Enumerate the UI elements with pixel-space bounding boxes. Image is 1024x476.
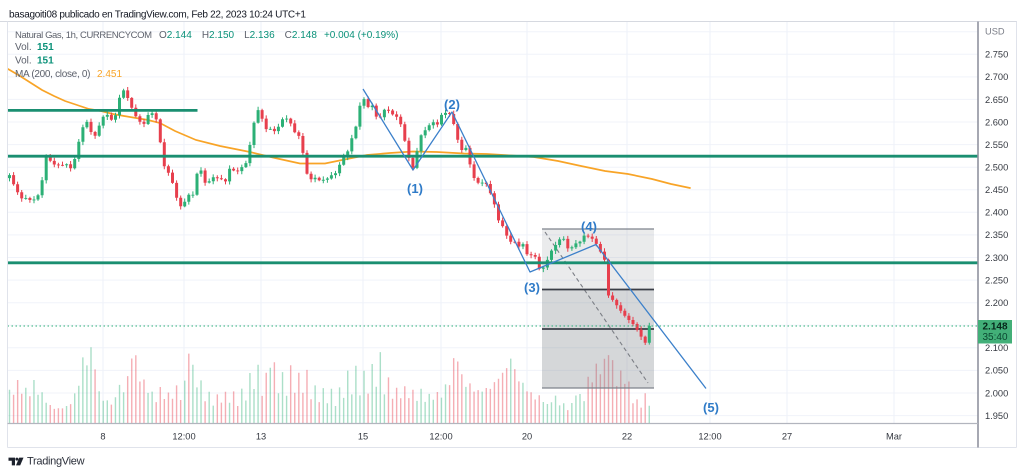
- svg-text:2.550: 2.550: [985, 140, 1008, 150]
- svg-text:13: 13: [256, 432, 266, 442]
- svg-text:2.350: 2.350: [985, 230, 1008, 240]
- svg-text:2.000: 2.000: [985, 388, 1008, 398]
- svg-text:Vol.: Vol.: [15, 42, 32, 53]
- svg-text:2.451: 2.451: [97, 69, 122, 80]
- svg-text:35:40: 35:40: [982, 332, 1007, 343]
- svg-text:Vol.: Vol.: [15, 56, 32, 67]
- svg-text:TradingView: TradingView: [27, 456, 85, 468]
- svg-text:151: 151: [37, 42, 54, 53]
- svg-text:(2): (2): [444, 97, 460, 112]
- svg-text:Natural Gas, 1h, CURRENCYCOM: Natural Gas, 1h, CURRENCYCOM: [15, 30, 152, 41]
- svg-text:2.300: 2.300: [985, 253, 1008, 263]
- svg-text:2.600: 2.600: [985, 117, 1008, 127]
- svg-text:22: 22: [622, 432, 632, 442]
- svg-text:2.750: 2.750: [985, 50, 1008, 60]
- svg-text:2.200: 2.200: [985, 298, 1008, 308]
- svg-text:Mar: Mar: [886, 432, 902, 442]
- svg-text:2.650: 2.650: [985, 95, 1008, 105]
- svg-text:2.100: 2.100: [985, 343, 1008, 353]
- svg-text:(1): (1): [407, 181, 423, 196]
- svg-text:15: 15: [358, 432, 368, 442]
- svg-text:2.400: 2.400: [985, 208, 1008, 218]
- svg-text:20: 20: [522, 432, 532, 442]
- svg-text:12:00: 12:00: [698, 432, 721, 442]
- svg-text:2.500: 2.500: [985, 163, 1008, 173]
- svg-text:151: 151: [37, 56, 54, 67]
- svg-text:27: 27: [782, 432, 792, 442]
- svg-text:2.250: 2.250: [985, 275, 1008, 285]
- svg-text:1.950: 1.950: [985, 411, 1008, 421]
- svg-text:MA (200, close, 0): MA (200, close, 0): [15, 69, 90, 80]
- svg-text:basagoiti08 publicado en Tradi: basagoiti08 publicado en TradingView.com…: [9, 10, 306, 21]
- svg-text:(5): (5): [703, 400, 719, 415]
- svg-text:2.050: 2.050: [985, 366, 1008, 376]
- svg-text:(4): (4): [581, 219, 597, 234]
- svg-text:12:00: 12:00: [172, 432, 195, 442]
- svg-text:(3): (3): [524, 280, 540, 295]
- svg-text:8: 8: [100, 432, 105, 442]
- svg-text:2.148: 2.148: [982, 322, 1007, 333]
- svg-text:2.700: 2.700: [985, 72, 1008, 82]
- svg-text:USD: USD: [985, 27, 1005, 37]
- svg-text:2.450: 2.450: [985, 185, 1008, 195]
- svg-text:12:00: 12:00: [429, 432, 452, 442]
